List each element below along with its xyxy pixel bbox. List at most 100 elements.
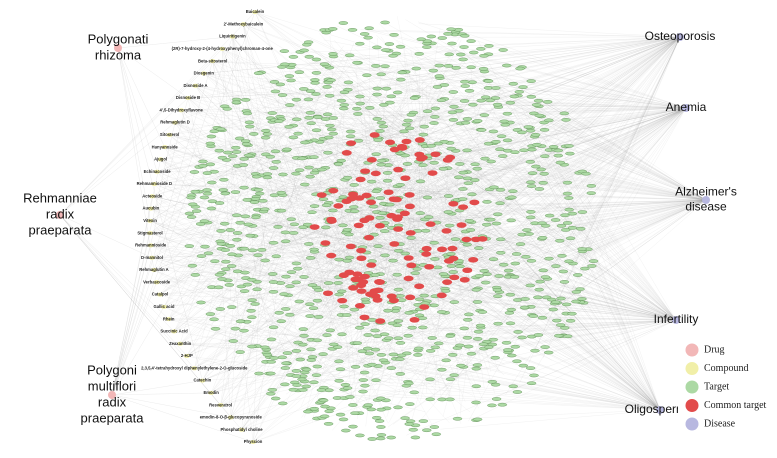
edge: [111, 245, 151, 396]
target-node: [243, 222, 253, 227]
edge: [154, 183, 483, 311]
edge: [444, 199, 707, 212]
edge: [404, 36, 681, 92]
target-node: [321, 225, 331, 230]
edge: [305, 68, 677, 321]
edge: [117, 36, 233, 49]
edge: [368, 78, 450, 174]
edge: [482, 199, 707, 300]
target-node: [487, 403, 497, 408]
target-node: [422, 45, 432, 49]
common-target-node: [346, 140, 357, 146]
target-node: [294, 299, 305, 304]
edge: [388, 161, 661, 411]
edge: [519, 36, 681, 384]
target-node: [280, 366, 291, 370]
target-node: [220, 191, 230, 196]
target-node: [411, 66, 422, 71]
target-node: [303, 409, 313, 414]
target-node: [348, 403, 358, 407]
target-node: [418, 163, 428, 167]
target-node: [382, 171, 393, 175]
edge: [173, 230, 246, 332]
edge: [160, 159, 364, 414]
target-node: [527, 147, 537, 152]
edge: [518, 107, 687, 156]
edge: [174, 331, 472, 384]
target-node: [238, 163, 248, 167]
target-node: [400, 251, 410, 256]
edge: [186, 355, 426, 412]
edge: [470, 119, 677, 321]
edge: [295, 107, 687, 241]
target-node: [409, 96, 420, 100]
common-target-node: [461, 236, 472, 243]
edge: [187, 97, 377, 172]
edge: [574, 272, 661, 411]
edge: [308, 36, 681, 221]
target-node: [526, 79, 536, 83]
edge: [344, 310, 471, 413]
target-node: [228, 339, 238, 343]
edge: [553, 271, 661, 411]
edge: [465, 36, 681, 159]
target-node: [334, 292, 344, 297]
target-node: [289, 222, 300, 227]
edge: [206, 231, 412, 238]
target-node: [280, 382, 290, 387]
edge: [336, 192, 446, 247]
edge: [577, 199, 707, 246]
target-node: [261, 128, 271, 133]
edge: [203, 73, 474, 97]
target-node: [533, 98, 544, 103]
edge: [526, 272, 661, 411]
edge: [263, 111, 707, 201]
edge: [468, 319, 677, 334]
edge: [233, 107, 687, 155]
target-node: [538, 268, 548, 273]
edge: [276, 201, 455, 220]
edge: [402, 264, 677, 321]
compound-label: Rehmannioside: [135, 243, 167, 248]
target-node: [526, 180, 536, 185]
target-node: [437, 36, 447, 40]
edge: [238, 188, 472, 230]
edge: [406, 207, 661, 411]
target-node: [342, 313, 352, 317]
target-node: [524, 232, 534, 236]
edge: [551, 104, 707, 201]
edge: [323, 230, 530, 252]
edge: [474, 319, 677, 353]
edge: [221, 271, 231, 418]
edge: [163, 306, 248, 341]
common-target-node: [333, 203, 344, 209]
edge: [542, 36, 681, 147]
target-node: [465, 228, 476, 232]
edge: [349, 394, 661, 411]
edge: [478, 171, 575, 251]
target-node: [472, 300, 483, 304]
edge: [111, 233, 151, 396]
edge: [329, 245, 661, 411]
compound-node: [185, 96, 192, 100]
edge: [365, 319, 677, 401]
edge: [150, 195, 218, 222]
target-node: [231, 145, 241, 150]
target-node: [555, 238, 565, 243]
common-target-node: [393, 166, 404, 173]
common-target-node: [414, 151, 425, 158]
target-node: [488, 129, 499, 134]
target-node: [449, 104, 459, 109]
target-node: [512, 390, 523, 394]
edge: [174, 122, 510, 259]
target-node: [234, 136, 245, 141]
target-node: [249, 200, 260, 204]
edge: [553, 165, 661, 411]
edge: [202, 238, 566, 381]
disease-node: [672, 316, 680, 324]
compound-label: Echinacoside: [144, 169, 172, 174]
edge: [287, 141, 349, 158]
edge: [117, 47, 151, 221]
common-target-node: [477, 236, 488, 242]
target-node: [434, 74, 444, 78]
